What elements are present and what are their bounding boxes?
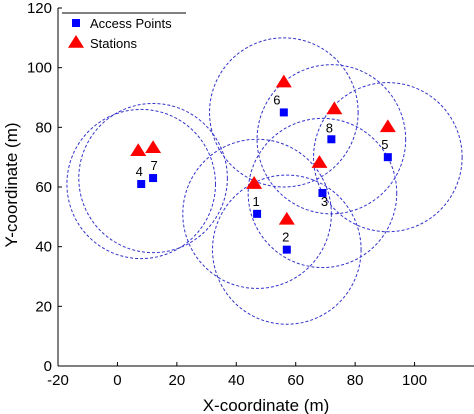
legend-label: Access Points [90,16,172,31]
x-tick-label: 0 [113,372,121,389]
access-point-label: 4 [136,164,143,179]
x-tick-label: 60 [287,372,304,389]
access-point-label: 2 [282,230,289,245]
x-tick-label: 20 [169,372,186,389]
coverage-circle-6 [209,37,359,188]
x-tick-label: 40 [228,372,245,389]
x-tick-label: 100 [402,372,427,389]
access-point-labels: 1 2 3 4 5 6 7 8 [136,92,389,244]
station-marker [130,143,147,156]
y-tick-label: 100 [27,60,52,77]
coverage-circle-4 [66,108,216,260]
access-point-marker [383,153,392,162]
access-point-marker [282,245,291,254]
stations-series [130,74,396,225]
coverage-circle-3 [247,117,398,269]
coverage-circle-8 [256,64,407,215]
access-point-marker [279,108,288,117]
y-tick-label: 0 [44,358,52,375]
legend-label: Stations [90,36,137,51]
access-point-label: 3 [321,194,328,209]
station-marker [379,119,396,133]
access-point-label: 1 [252,194,259,209]
legend-square-icon [72,19,80,27]
access-point-marker [253,209,262,218]
coverage-circle-2 [212,174,362,325]
access-point-marker [327,135,336,144]
access-point-marker [318,188,327,197]
legend: Access Points Stations [62,12,186,51]
station-marker [326,101,343,115]
access-point-marker [149,174,158,183]
y-tick-label: 60 [35,179,52,196]
station-marker [278,211,295,225]
access-point-label: 6 [273,92,280,107]
access-point-label: 5 [381,137,388,152]
station-marker [275,74,292,88]
coverage-circle-5 [313,82,463,233]
x-tick-label: 80 [347,372,364,389]
y-tick-label: 40 [35,239,52,256]
y-tick-label: 120 [27,0,52,17]
station-marker [145,140,162,154]
station-marker [311,155,328,168]
access-point-label: 7 [150,158,157,173]
y-axis-title: Y-coordinate (m) [2,122,21,247]
y-tick-label: 80 [35,119,52,136]
coverage-circles [66,37,463,325]
access-points-series [137,108,392,254]
access-point-marker [137,180,146,189]
access-point-label: 8 [326,120,333,135]
station-marker [246,176,263,189]
coverage-circle-7 [78,102,228,254]
x-axis-title: X-coordinate (m) [203,396,330,414]
legend-triangle-icon [68,35,84,48]
x-tick-label: -20 [47,372,69,389]
y-tick-label: 20 [35,298,52,315]
